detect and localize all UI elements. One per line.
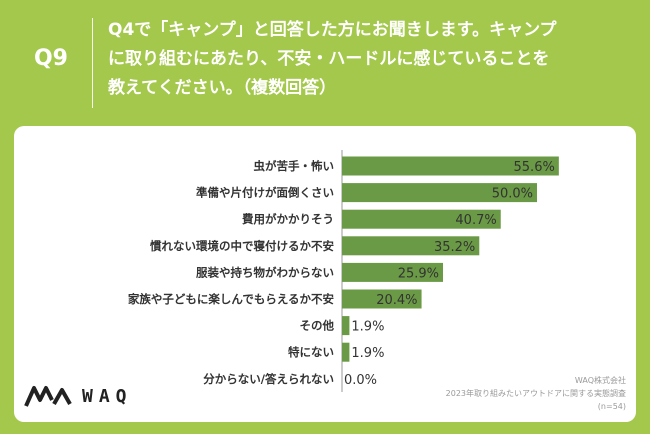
waq-logo-mark-icon	[24, 386, 72, 407]
bar	[342, 262, 444, 282]
footer-sample: (n=54)	[597, 402, 626, 411]
bar	[342, 289, 422, 309]
chart-footer: WAQ株式会社 2023年取り組みたいアウトドアに関する実態調査 (n=54)	[446, 374, 626, 413]
category-label: 費用がかかりそう	[242, 212, 334, 226]
category-label: 特にない	[288, 345, 334, 359]
question-number: Q9	[33, 46, 68, 71]
category-label: 服装や持ち物がわからない	[196, 265, 334, 279]
question-line-1: Q4で「キャンプ」と回答した方にお聞きします。キャンプ	[108, 20, 557, 40]
bar	[342, 236, 480, 256]
question-line-3: 教えてください。（複数回答）	[108, 78, 337, 98]
logo-text: WAQ	[82, 386, 133, 407]
category-label: 準備や片付けが面倒くさい	[196, 186, 334, 200]
category-label: 家族や子どもに楽しんでもらえるか不安	[128, 292, 334, 306]
question-text: Q4で「キャンプ」と回答した方にお聞きします。キャンプ に取り組むにあたり、不安…	[108, 16, 638, 103]
bar	[342, 209, 501, 229]
value-label: 40.7%	[455, 213, 496, 228]
value-label: 50.0%	[492, 187, 533, 202]
category-label: 慣れない環境の中で寝付けるか不安	[149, 239, 334, 253]
bar	[342, 156, 559, 176]
question-header: Q9 Q4で「キャンプ」と回答した方にお聞きします。キャンプ に取り組むにあたり…	[0, 0, 650, 126]
footer-survey: 2023年取り組みたいアウトドアに関する実態調査	[445, 389, 626, 398]
value-label: 55.6%	[514, 160, 555, 175]
bar	[342, 342, 350, 362]
value-label: 25.9%	[398, 266, 439, 281]
bar	[342, 316, 350, 336]
bar	[342, 183, 537, 203]
value-label: 1.9%	[351, 320, 384, 335]
header-divider	[92, 18, 93, 108]
waq-logo: WAQ	[24, 382, 164, 412]
category-label: 分からない/答えられない	[203, 372, 334, 386]
category-label: 虫が苦手・怖い	[254, 159, 335, 173]
category-label: その他	[300, 319, 335, 333]
value-label: 0.0%	[344, 373, 377, 388]
value-label: 20.4%	[376, 293, 417, 308]
value-label: 35.2%	[434, 240, 475, 255]
footer-company: WAQ株式会社	[574, 376, 626, 385]
question-line-2: に取り組むにあたり、不安・ハードルに感じていることを	[108, 49, 550, 69]
value-label: 1.9%	[351, 346, 384, 361]
